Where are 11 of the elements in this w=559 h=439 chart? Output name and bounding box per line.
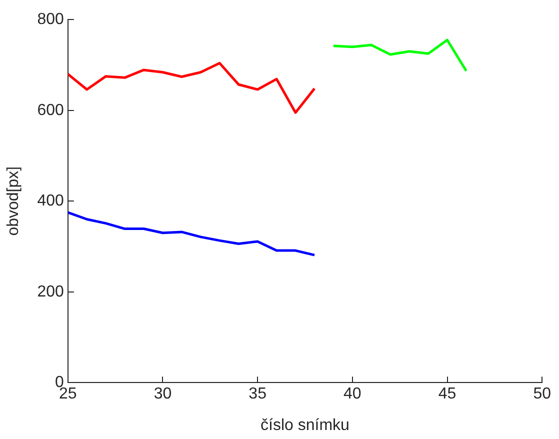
x-tick-label: 30 (154, 386, 172, 403)
y-tick-label: 800 (37, 11, 64, 28)
y-tick-label: 600 (37, 102, 64, 119)
x-tick-label: 50 (533, 386, 552, 403)
x-tick-label: 40 (344, 386, 362, 403)
x-axis-title: číslo snímku (260, 416, 350, 434)
y-tick-label: 400 (37, 192, 64, 210)
x-tick-label: 45 (438, 386, 456, 403)
x-tick-label: 35 (248, 386, 267, 403)
y-tick-label: 200 (37, 283, 64, 300)
y-axis-title: obvod[px] (5, 166, 22, 236)
